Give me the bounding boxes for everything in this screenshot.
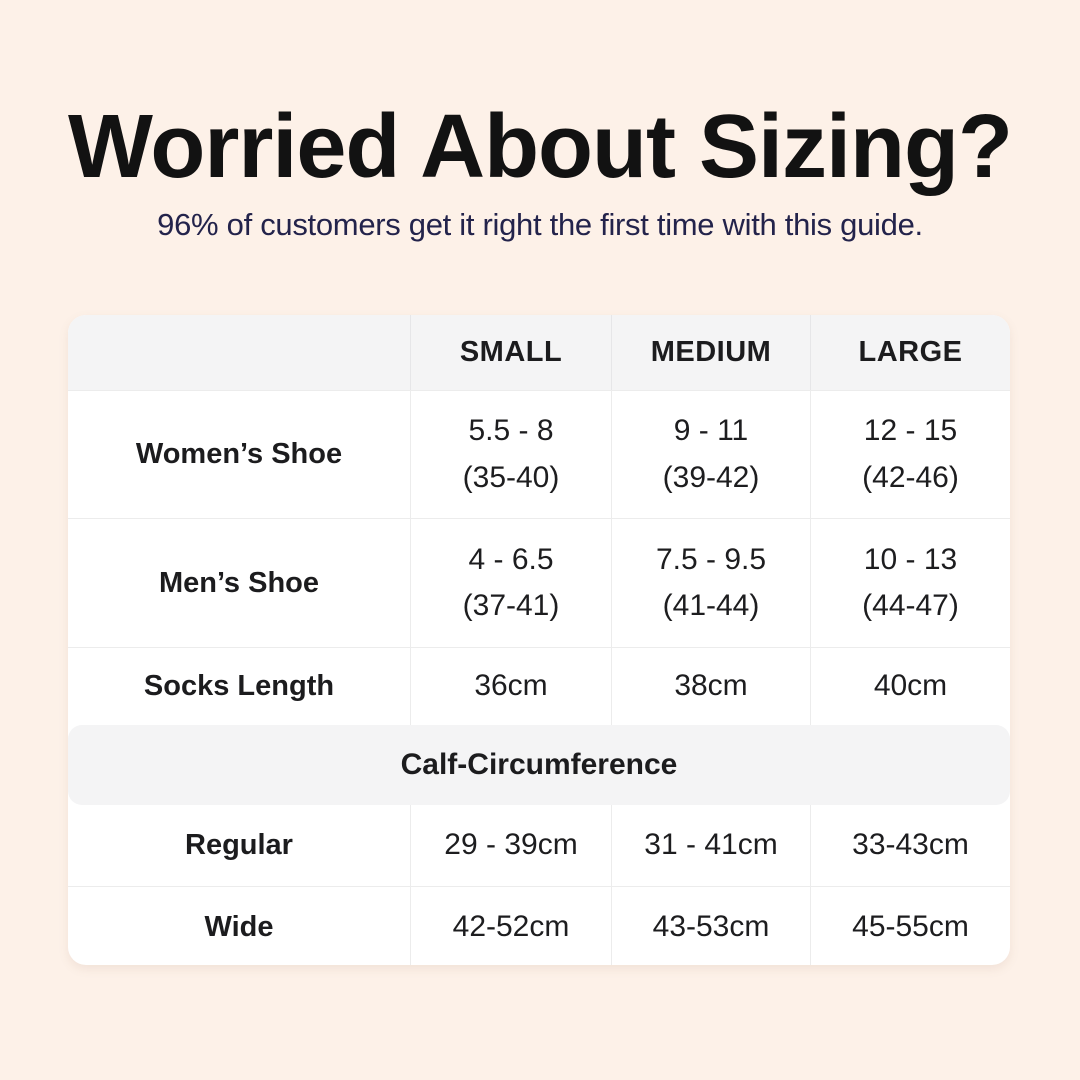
row-label: Regular [185, 829, 293, 861]
size-cell-medium: 43-53cm [611, 887, 810, 965]
column-header-medium: MEDIUM [611, 315, 810, 390]
size-cell-small: 42-52cm [410, 887, 611, 965]
size-cell-large: 10 - 13 (44-47) [810, 519, 1010, 647]
size-cell-large: 45-55cm [810, 887, 1010, 965]
size-cell-small: 4 - 6.5 (37-41) [410, 519, 611, 647]
size-value-line2: (44-47) [862, 589, 959, 622]
row-label: Socks Length [143, 670, 335, 702]
column-header-small: SMALL [410, 315, 611, 390]
table-row-socks-length: Socks Length 36cm 38cm 40cm [68, 647, 1010, 725]
size-value-line1: 36cm [474, 669, 548, 703]
size-value-line1: 7.5 - 9.5 [655, 542, 767, 576]
table-header-row: SMALL MEDIUM LARGE [68, 315, 1010, 390]
table-row-womens-shoe: Women’s Shoe 5.5 - 8 (35-40) 9 - 11 (39-… [68, 390, 1010, 518]
size-cell-large: 12 - 15 (42-46) [810, 391, 1010, 518]
size-value: 31 - 41cm [644, 828, 778, 862]
row-label: Wide [204, 911, 274, 943]
size-cell-small: 5.5 - 8 (35-40) [410, 391, 611, 518]
size-cell-medium: 31 - 41cm [611, 805, 810, 886]
size-value-line1: 9 - 11 [673, 414, 749, 447]
page-subtitle: 96% of customers get it right the first … [157, 207, 923, 242]
size-value: 45-55cm [852, 910, 969, 944]
page-title: Worried About Sizing? [68, 97, 1013, 197]
size-value: 43-53cm [652, 910, 770, 944]
size-cell-medium: 7.5 - 9.5 (41-44) [611, 519, 810, 647]
size-value: 29 - 39cm [444, 828, 578, 862]
size-value-line1: 38cm [674, 669, 748, 703]
size-value-line1: 12 - 15 [863, 414, 958, 447]
size-cell-small: 29 - 39cm [410, 805, 611, 886]
size-value-line1: 4 - 6.5 [468, 542, 554, 576]
table-row-mens-shoe: Men’s Shoe 4 - 6.5 (37-41) 7.5 - 9.5 (41… [68, 518, 1010, 647]
column-header-large: LARGE [810, 315, 1010, 390]
row-label: Women’s Shoe [135, 438, 343, 470]
sizing-table: SMALL MEDIUM LARGE Women’s Shoe 5.5 - 8 … [68, 315, 1010, 965]
size-value-line2: (37-41) [462, 589, 560, 622]
table-row-regular: Regular 29 - 39cm 31 - 41cm 33-43cm [68, 805, 1010, 886]
size-cell-small: 36cm [410, 648, 611, 725]
size-cell-medium: 38cm [611, 648, 810, 725]
size-value-line2: (41-44) [662, 589, 760, 622]
table-row-wide: Wide 42-52cm 43-53cm 45-55cm [68, 886, 1010, 965]
size-value-line1: 40cm [873, 669, 948, 703]
header-spacer-cell [68, 315, 410, 390]
row-label: Men’s Shoe [158, 566, 320, 599]
size-value-line1: 10 - 13 [863, 542, 958, 576]
size-cell-large: 33-43cm [810, 805, 1010, 886]
size-value: 42-52cm [452, 910, 570, 944]
size-value-line2: (39-42) [662, 460, 760, 494]
size-value: 33-43cm [852, 828, 969, 862]
size-cell-large: 40cm [810, 648, 1010, 725]
calf-circumference-title: Calf-Circumference [400, 748, 678, 781]
calf-circumference-section-header: Calf-Circumference [68, 725, 1010, 805]
size-value-line2: (35-40) [462, 460, 560, 494]
size-value-line1: 5.5 - 8 [468, 414, 554, 447]
size-cell-medium: 9 - 11 (39-42) [611, 391, 810, 518]
size-value-line2: (42-46) [862, 460, 959, 494]
